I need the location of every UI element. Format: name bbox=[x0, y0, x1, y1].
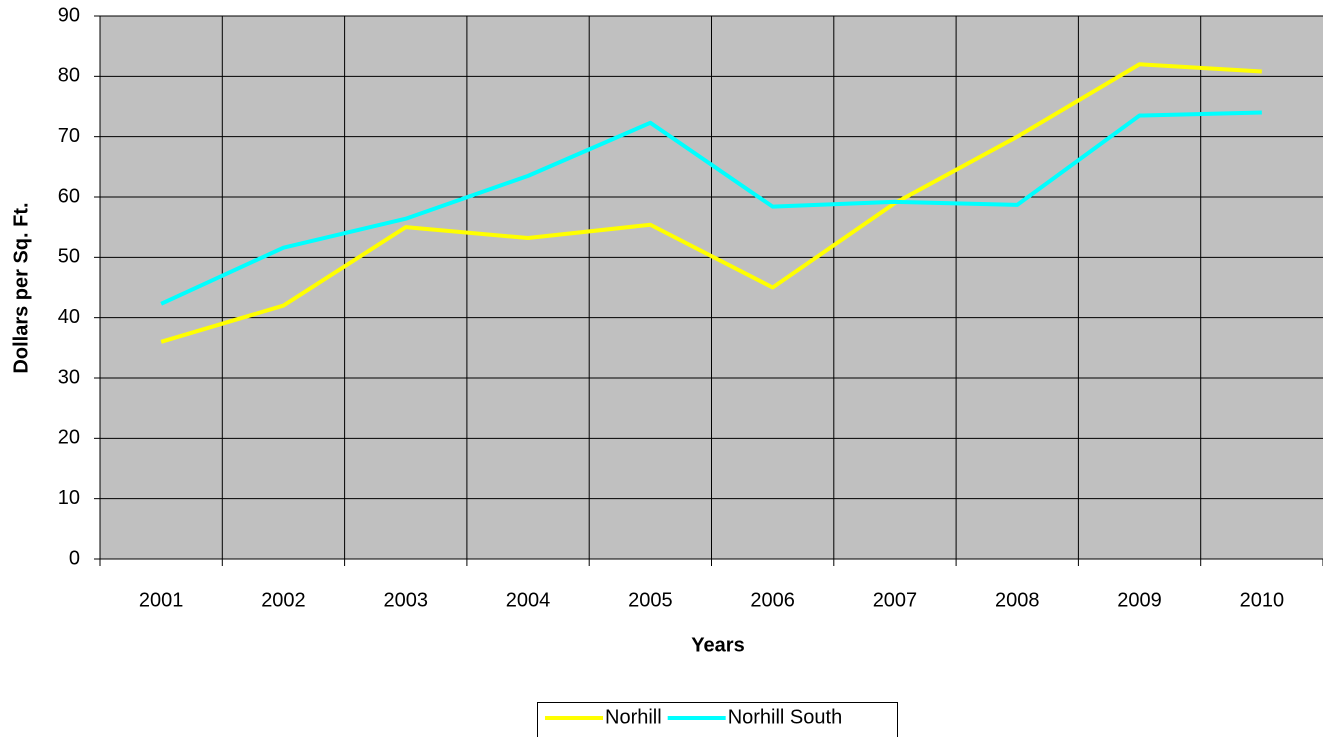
x-tick-label: 2001 bbox=[139, 589, 184, 611]
y-tick-label: 0 bbox=[69, 547, 80, 569]
y-tick-label: 50 bbox=[58, 246, 80, 268]
x-tick-label: 2004 bbox=[506, 589, 551, 611]
y-tick-label: 10 bbox=[58, 487, 80, 509]
y-tick-label: 80 bbox=[58, 65, 80, 87]
y-tick-label: 20 bbox=[58, 427, 80, 449]
y-tick-label: 40 bbox=[58, 306, 80, 328]
y-tick-label: 60 bbox=[58, 185, 80, 207]
x-tick-label: 2003 bbox=[384, 589, 429, 611]
series-line bbox=[160, 110, 1262, 306]
x-tick-label: 2007 bbox=[873, 589, 918, 611]
x-axis-title: Years bbox=[691, 634, 744, 656]
legend-label: Norhill South bbox=[728, 706, 843, 728]
x-tick-label: 2005 bbox=[628, 589, 673, 611]
y-tick-label: 30 bbox=[58, 366, 80, 388]
x-tick-label: 2009 bbox=[1117, 589, 1162, 611]
legend: Norhill Norhill South bbox=[537, 702, 898, 737]
x-tick-label: 2008 bbox=[995, 589, 1040, 611]
x-tick-label: 2010 bbox=[1240, 589, 1285, 611]
legend-label: Norhill bbox=[605, 706, 662, 728]
y-tick-label: 90 bbox=[58, 4, 80, 26]
y-tick-label: 70 bbox=[58, 125, 80, 147]
x-tick-label: 2006 bbox=[750, 589, 795, 611]
x-tick-label: 2002 bbox=[261, 589, 306, 611]
y-axis-title: Dollars per Sq. Ft. bbox=[10, 202, 32, 373]
series-line bbox=[160, 62, 1262, 344]
